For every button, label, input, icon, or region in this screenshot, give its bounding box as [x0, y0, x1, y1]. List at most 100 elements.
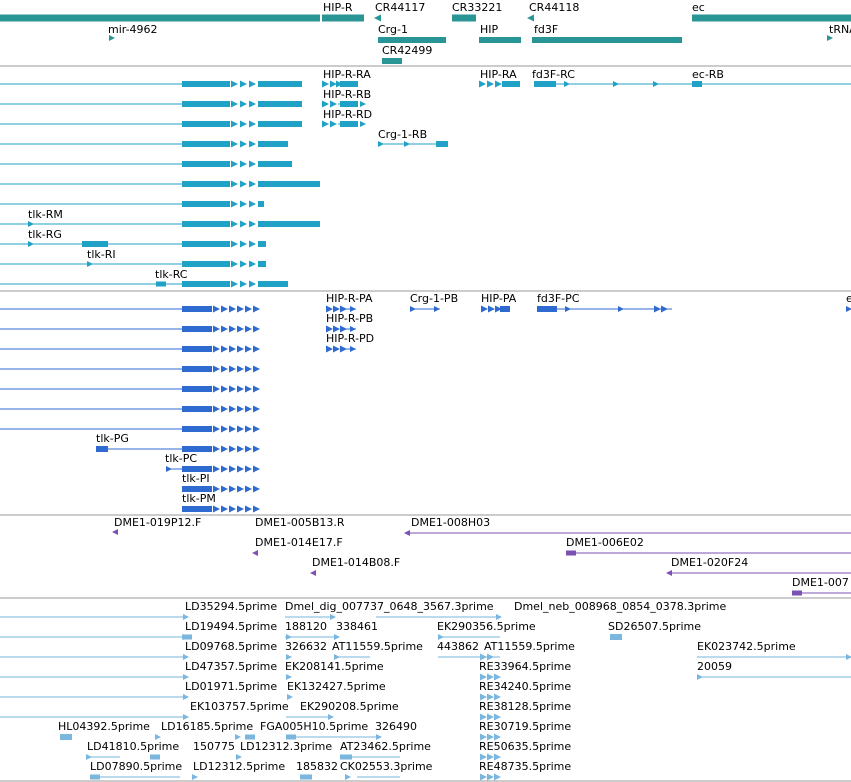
feature-label[interactable]: DME1-014B08.F — [312, 556, 401, 569]
feature-label[interactable]: AT11559.5prime — [484, 640, 575, 653]
feature-label[interactable]: 20059 — [697, 660, 732, 673]
feature-label[interactable]: DME1-007 — [792, 576, 849, 589]
feature-label[interactable]: LD09768.5prime — [185, 640, 278, 653]
feature-label[interactable]: DME1-005B13.R — [255, 516, 345, 529]
feature-label[interactable]: AT11559.5prime — [332, 640, 423, 653]
feature-label[interactable]: RE38128.5prime — [479, 700, 572, 713]
feature-label[interactable]: 326632 — [285, 640, 327, 653]
feature-label[interactable]: tlk-RG — [28, 228, 62, 241]
feature-label[interactable]: HIP-RA — [480, 68, 517, 81]
feature-label[interactable]: ec — [692, 1, 705, 14]
feature-label[interactable]: RE50635.5prime — [479, 740, 572, 753]
feature-label[interactable]: e — [846, 292, 851, 305]
feature-label[interactable]: HIP-R — [323, 1, 353, 14]
feature-label[interactable]: EK290208.5prime — [300, 700, 399, 713]
exon-arrow — [333, 345, 340, 353]
feature-label[interactable]: CK02553.3prime — [340, 760, 433, 773]
est-arrow — [328, 714, 334, 720]
feature-label[interactable]: fd3F-RC — [532, 68, 575, 81]
exon-arrow — [253, 305, 260, 313]
feature-label[interactable]: CR44118 — [529, 1, 580, 14]
exon-block — [340, 121, 358, 127]
feature-label[interactable]: AT23462.5prime — [340, 740, 431, 753]
feature-label[interactable]: tRNA — [829, 23, 851, 36]
feature-label[interactable]: CR33221 — [452, 1, 503, 14]
feature-label[interactable]: CR44117 — [375, 1, 426, 14]
feature-label[interactable]: LD01971.5prime — [185, 680, 278, 693]
feature-label[interactable]: HIP-R-PB — [326, 312, 374, 325]
feature-label[interactable]: RE34240.5prime — [479, 680, 572, 693]
feature-label[interactable]: Dmel_neb_008968_0854_0378.3prime — [514, 600, 727, 613]
feature-label[interactable]: DME1-014E17.F — [255, 536, 343, 549]
feature-label[interactable]: HIP — [480, 23, 499, 36]
feature-label[interactable]: tlk-PC — [165, 452, 198, 465]
exon-arrow — [237, 505, 244, 513]
feature-label[interactable]: tlk-PM — [182, 492, 216, 505]
est-arrow — [697, 674, 703, 680]
exon-arrow — [240, 80, 247, 88]
feature-label[interactable]: LD47357.5prime — [185, 660, 278, 673]
feature-label[interactable]: Crg-1 — [378, 23, 408, 36]
feature-label[interactable]: tlk-RC — [155, 268, 188, 281]
exon-block — [537, 306, 557, 312]
feature-label[interactable]: LD35294.5prime — [185, 600, 278, 613]
feature-label[interactable]: DME1-020F24 — [671, 556, 749, 569]
feature-label[interactable]: fd3F — [534, 23, 559, 36]
feature-label[interactable]: LD19494.5prime — [185, 620, 278, 633]
feature-label[interactable]: Crg-1-RB — [378, 128, 428, 141]
feature-label[interactable]: LD41810.5prime — [87, 740, 180, 753]
feature-label[interactable]: LD16185.5prime — [161, 720, 254, 733]
feature-label[interactable]: Crg-1-PB — [410, 292, 459, 305]
feature-label[interactable]: Dmel_dig_007737_0648_3567.3prime — [285, 600, 494, 613]
feature-label[interactable]: tlk-RM — [28, 208, 63, 221]
exon-arrow — [494, 713, 501, 721]
feature-label[interactable]: 326490 — [375, 720, 417, 733]
feature-label[interactable]: EK103757.5prime — [190, 700, 289, 713]
feature-label[interactable]: CR42499 — [382, 44, 433, 57]
exon-block — [340, 81, 358, 87]
feature-label[interactable]: 185832 — [296, 760, 338, 773]
feature-label[interactable]: HL04392.5prime — [58, 720, 150, 733]
feature-label[interactable]: tlk-RI — [87, 248, 116, 261]
feature-label[interactable]: DME1-019P12.F — [114, 516, 202, 529]
feature-label[interactable]: DME1-006E02 — [566, 536, 644, 549]
feature-label[interactable]: HIP-R-RD — [323, 108, 373, 121]
feature-label[interactable]: tlk-PI — [182, 472, 210, 485]
feature-label[interactable]: ec-RB — [692, 68, 724, 81]
feature-label[interactable]: HIP-R-RB — [323, 88, 372, 101]
feature-label[interactable]: LD12312.3prime — [240, 740, 333, 753]
feature-label[interactable]: HIP-PA — [481, 292, 517, 305]
feature-label[interactable]: RE33964.5prime — [479, 660, 572, 673]
exon-arrow — [213, 365, 220, 373]
exon-arrow — [237, 445, 244, 453]
strand-arrow — [404, 141, 410, 147]
feature-label[interactable]: 338461 — [336, 620, 378, 633]
exon-arrow — [249, 240, 256, 248]
feature-label[interactable]: EK290356.5prime — [437, 620, 536, 633]
feature-label[interactable]: EK208141.5prime — [285, 660, 384, 673]
feature-label[interactable]: SD26507.5prime — [608, 620, 701, 633]
feature-label[interactable]: HIP-R-PD — [326, 332, 375, 345]
feature-label[interactable]: tlk-PG — [96, 432, 129, 445]
feature-label[interactable]: LD07890.5prime — [90, 760, 183, 773]
exon-block — [182, 181, 230, 187]
exon-arrow — [221, 385, 228, 393]
feature-label[interactable]: DME1-008H03 — [411, 516, 491, 529]
feature-label[interactable]: EK132427.5prime — [287, 680, 386, 693]
feature-label[interactable]: HIP-R-RA — [323, 68, 371, 81]
feature-label[interactable]: 188120 — [285, 620, 327, 633]
feature-label[interactable]: RE30719.5prime — [479, 720, 572, 733]
exon-arrow — [480, 773, 487, 781]
feature-label[interactable]: mir-4962 — [108, 23, 158, 36]
feature-label[interactable]: RE48735.5prime — [479, 760, 572, 773]
feature-label[interactable]: LD12312.5prime — [193, 760, 286, 773]
feature-label[interactable]: 150775 — [193, 740, 235, 753]
feature-label[interactable]: fd3F-PC — [537, 292, 580, 305]
feature-label[interactable]: EK023742.5prime — [697, 640, 796, 653]
exon-arrow — [487, 753, 494, 761]
feature-label[interactable]: FGA005H10.5prime — [260, 720, 369, 733]
feature-label[interactable]: 443862 — [437, 640, 479, 653]
exon-arrow — [340, 325, 347, 333]
feature-label[interactable]: HIP-R-PA — [326, 292, 373, 305]
